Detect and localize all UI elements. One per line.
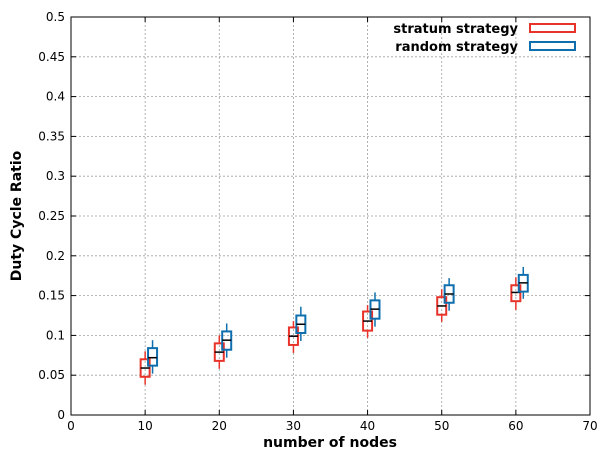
- legend-swatch: [529, 41, 576, 51]
- y-tick-label: 0.5: [46, 10, 65, 24]
- y-tick-label: 0.1: [46, 328, 65, 342]
- y-tick-label: 0: [57, 408, 65, 422]
- y-tick-label: 0.45: [38, 50, 65, 64]
- x-axis-title: number of nodes: [263, 435, 397, 451]
- legend: stratum strategy random strategy: [393, 22, 576, 55]
- x-tick-label: 60: [508, 419, 523, 433]
- y-tick-label: 0.15: [38, 289, 65, 303]
- plot-area: [139, 266, 529, 385]
- x-tick-label: 10: [138, 419, 153, 433]
- legend-label: random strategy: [395, 40, 518, 55]
- series-0: [139, 277, 522, 385]
- axis-ticks: 0 10 20 30 40 50 60 70 0 0.05 0.1 0.15 0.2 0.25 0.3 0.3…: [38, 10, 597, 433]
- y-tick-label: 0.3: [46, 169, 65, 183]
- x-tick-label: 30: [286, 419, 301, 433]
- y-tick-label: 0.25: [38, 209, 65, 223]
- x-tick-label: 0: [67, 419, 75, 433]
- x-tick-label: 70: [582, 419, 597, 433]
- y-tick-label: 0.4: [46, 90, 65, 104]
- legend-swatch: [529, 23, 576, 33]
- grid-lines: [71, 17, 590, 415]
- y-tick-label: 0.05: [38, 368, 65, 382]
- plot-frame: [70, 16, 591, 416]
- y-axis-title: Duty Cycle Ratio: [9, 150, 25, 281]
- box: [510, 284, 522, 303]
- y-tick-label: 0.35: [38, 129, 65, 143]
- legend-label: stratum strategy: [393, 22, 518, 37]
- x-tick-label: 40: [360, 419, 375, 433]
- series-1: [147, 266, 529, 374]
- box: [147, 347, 159, 367]
- x-tick-label: 50: [434, 419, 449, 433]
- x-tick-label: 20: [212, 419, 227, 433]
- y-tick-label: 0.2: [46, 249, 65, 263]
